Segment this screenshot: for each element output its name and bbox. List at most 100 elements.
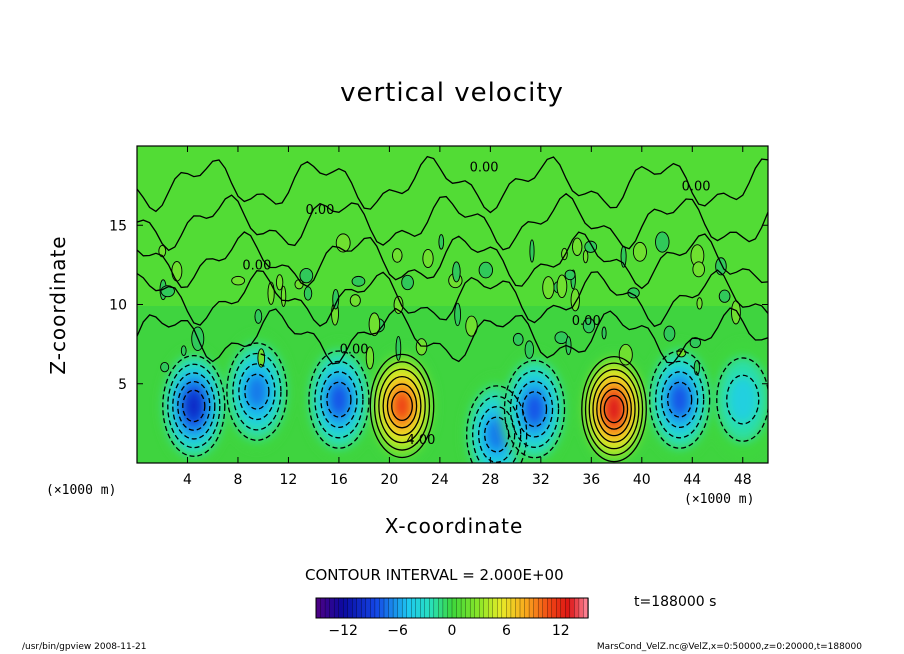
footer-program-date: /usr/bin/gpview 2008-11-21	[22, 642, 147, 652]
colorbar-segment	[447, 597, 453, 619]
small-contour-blob	[601, 326, 607, 340]
colorbar-segment	[415, 597, 421, 619]
colorbar-segment	[438, 597, 444, 619]
colorbar-frame	[315, 597, 589, 619]
cell-band	[728, 376, 757, 423]
small-contour-blob	[257, 348, 266, 368]
cell-contours	[162, 354, 226, 457]
cell-band	[606, 396, 622, 422]
contour-ring	[373, 361, 431, 451]
contour-ring	[584, 362, 644, 456]
colorbar-segment	[537, 597, 544, 619]
contour-ring	[667, 381, 693, 418]
colorbar-segment	[429, 597, 435, 619]
zero-contour-line	[137, 307, 768, 365]
x-axis-unit-right: (×1000 m)	[684, 492, 755, 507]
contour-value-label: 0.00	[340, 343, 369, 358]
cell-contours	[581, 355, 647, 463]
contour-ring	[521, 391, 548, 428]
small-contour-blob	[582, 317, 595, 334]
contour-ring	[314, 360, 364, 439]
colorbar-segment	[574, 597, 580, 619]
colorbar-segment	[488, 597, 494, 619]
cell-band	[184, 391, 203, 421]
contour-ring	[162, 354, 226, 457]
colorbar-segment	[442, 597, 449, 619]
small-contour-blob	[275, 274, 284, 291]
small-contour-blob	[718, 289, 731, 303]
contour-value-label: 0.00	[470, 160, 499, 175]
colorbar-segment	[383, 597, 390, 619]
contour-ring	[177, 380, 211, 431]
contour-value-label: 0.00	[572, 314, 601, 329]
colorbar-segment	[333, 597, 340, 619]
cell-band	[669, 383, 690, 416]
contour-ring	[172, 372, 216, 440]
contour-ring	[716, 357, 768, 442]
colorbar-segment	[397, 597, 403, 619]
contour-ring	[382, 376, 422, 436]
colorbar-segment	[483, 597, 489, 619]
cell-band	[524, 392, 545, 426]
colorbar-segment	[406, 597, 412, 619]
contour-ring	[226, 342, 288, 441]
cell-band	[328, 383, 349, 416]
x-tick-label: 16	[330, 472, 348, 488]
contour-ring	[326, 381, 352, 418]
velocity-cell	[222, 333, 291, 450]
small-contour-blob	[524, 340, 535, 359]
zero-contour-line	[137, 155, 768, 214]
x-tick-label: 20	[380, 472, 398, 488]
colorbar-segment	[560, 597, 566, 619]
small-contour-blob	[465, 315, 478, 337]
contour-value-label: 0.00	[682, 179, 711, 194]
contour-ring	[238, 363, 276, 421]
colorbar-segment	[528, 597, 535, 619]
x-tick-label: 4	[183, 472, 192, 488]
contour-ring	[391, 390, 413, 422]
contour-ring	[661, 371, 699, 429]
small-contour-blob	[171, 261, 183, 282]
colorbar-segment	[519, 597, 526, 619]
colorbar-segment	[492, 597, 498, 619]
x-axis-label: X-coordinate	[384, 514, 524, 538]
contour-ring	[603, 394, 625, 424]
colorbar-segment	[324, 597, 331, 619]
contour-ring	[369, 353, 435, 459]
x-tick-label: 24	[431, 472, 449, 488]
small-contour-blob	[299, 267, 314, 284]
small-contour-blob	[564, 269, 576, 281]
small-contour-blob	[556, 274, 568, 299]
small-contour-blob	[351, 275, 366, 287]
colorbar-segment	[329, 597, 335, 619]
small-contour-blob	[438, 234, 445, 250]
cell-contours	[649, 350, 711, 449]
small-contour-blob	[542, 276, 555, 300]
small-contour-blob	[692, 261, 705, 278]
colorbar-segment	[356, 597, 362, 619]
colorbar-segment	[392, 597, 399, 619]
contour-ring	[726, 374, 760, 425]
colorbar-segment	[569, 597, 576, 619]
colorbar-segment	[433, 597, 440, 619]
small-contour-blob	[392, 248, 403, 263]
contour-ring	[386, 383, 418, 429]
contour-ring	[515, 380, 554, 438]
colorbar-segment	[338, 597, 344, 619]
cell-contours	[308, 350, 370, 449]
velocity-cell	[159, 347, 228, 463]
contour-ring	[649, 350, 711, 449]
colorbar-segment	[565, 597, 571, 619]
velocity-cell	[500, 351, 569, 463]
cell-band	[486, 418, 507, 451]
small-contour-blob	[280, 285, 287, 307]
small-contour-blob	[422, 248, 434, 268]
small-contour-blob	[452, 261, 461, 283]
contour-ring	[232, 352, 282, 431]
small-contour-blob	[696, 297, 703, 310]
contour-ring	[596, 381, 632, 437]
colorbar-segment	[460, 597, 467, 619]
small-contour-blob	[365, 346, 375, 370]
contour-ring	[182, 389, 206, 423]
small-contour-blob	[689, 337, 702, 349]
